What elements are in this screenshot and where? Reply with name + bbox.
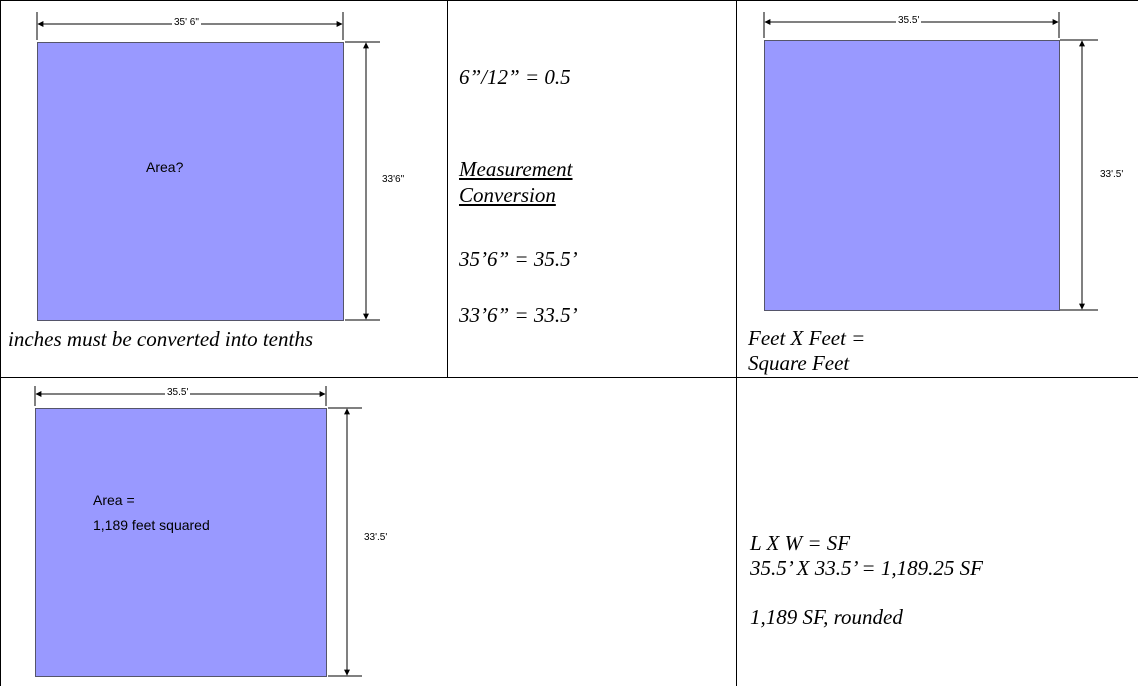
conversion-width: 35’6” = 35.5’ <box>459 247 578 271</box>
conversion-heading-line1: Measurement <box>459 157 573 181</box>
top-right-caption-line1: Feet X Feet = <box>748 326 866 350</box>
conversion-height: 33’6” = 33.5’ <box>459 303 578 327</box>
top-right-rectangle <box>764 40 1060 311</box>
conversion-ratio: 6”/12” = 0.5 <box>459 65 571 89</box>
top-right-width-label: 35.5' <box>896 15 922 26</box>
top-left-area-label: Area? <box>146 159 184 175</box>
bottom-left-area-line2: 1,189 feet squared <box>93 517 210 533</box>
rounded-result: 1,189 SF, rounded <box>750 605 903 629</box>
bottom-left-width-label: 35.5' <box>165 387 191 398</box>
table-col-divider-1 <box>447 0 448 377</box>
top-left-rectangle <box>37 42 344 321</box>
top-right-caption-line2: Square Feet <box>748 351 850 375</box>
top-left-caption: inches must be converted into tenths <box>8 327 314 351</box>
table-top-border <box>0 0 1138 1</box>
top-left-height-label: 33'6" <box>382 174 405 185</box>
bottom-left-area-line1: Area = <box>93 492 135 508</box>
conversion-heading-line2: Conversion <box>459 183 556 207</box>
bottom-left-height-label: 33'.5' <box>364 532 388 543</box>
calculation: 35.5’ X 33.5’ = 1,189.25 SF <box>750 556 983 580</box>
top-right-height-label: 33'.5' <box>1100 169 1124 180</box>
table-left-border <box>0 0 1 686</box>
bottom-left-rectangle <box>35 408 327 677</box>
top-left-width-label: 35' 6" <box>172 17 201 28</box>
formula: L X W = SF <box>750 531 851 555</box>
table-col-divider-2 <box>736 0 737 686</box>
table-row-divider <box>0 377 1138 378</box>
